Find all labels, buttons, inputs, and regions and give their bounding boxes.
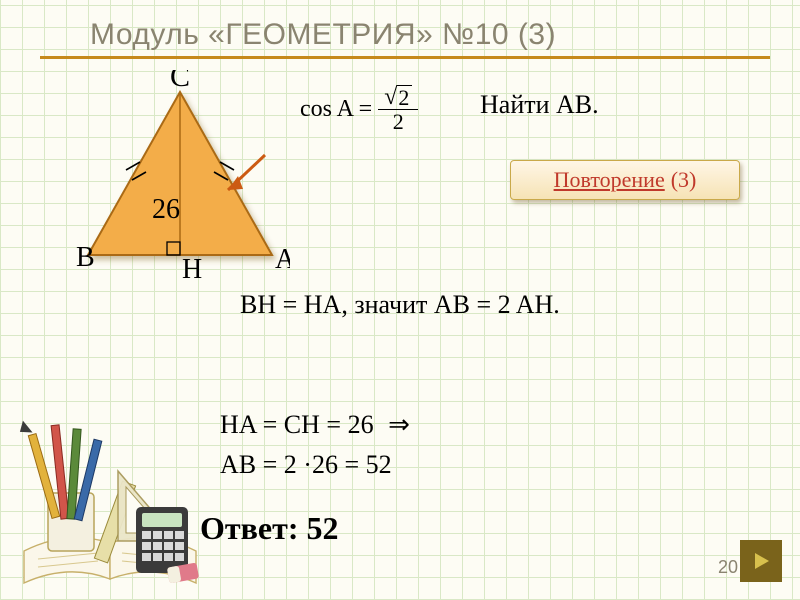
title-underline xyxy=(40,56,770,59)
find-text: Найти АВ. xyxy=(480,90,599,120)
next-slide-button[interactable] xyxy=(740,540,782,582)
repeat-button[interactable]: Повторение (3) xyxy=(510,160,740,200)
cos-formula-top: cos A = √2 2 xyxy=(300,85,418,133)
answer-text: Ответ: 52 xyxy=(200,510,338,547)
step-line-3: HA = CH = 26 ⇒ xyxy=(220,410,410,440)
play-icon xyxy=(749,549,773,573)
fraction: √2 2 xyxy=(378,85,418,133)
vertex-a-label: А xyxy=(275,244,290,275)
side-value: 26 xyxy=(152,194,180,225)
page-title: Модуль «ГЕОМЕТРИЯ» №10 (3) xyxy=(90,18,556,52)
repeat-label: Повторение xyxy=(554,167,665,193)
repeat-count: (3) xyxy=(671,167,697,193)
stationery-illustration xyxy=(18,411,203,586)
triangle-figure: C В А Н 26 xyxy=(70,70,290,280)
page-number: 20 xyxy=(718,557,738,578)
implies-2: ⇒ xyxy=(380,410,410,439)
vertex-b-label: В xyxy=(76,242,95,273)
foot-h-label: Н xyxy=(182,254,202,280)
cos-lhs: cos A = xyxy=(300,96,372,123)
vertex-c-label: C xyxy=(170,70,190,93)
step-line-1: BH = HA, значит AB = 2 AH. xyxy=(240,290,560,320)
step-line-4: AB = 2 ·26 = 52 xyxy=(220,450,392,480)
